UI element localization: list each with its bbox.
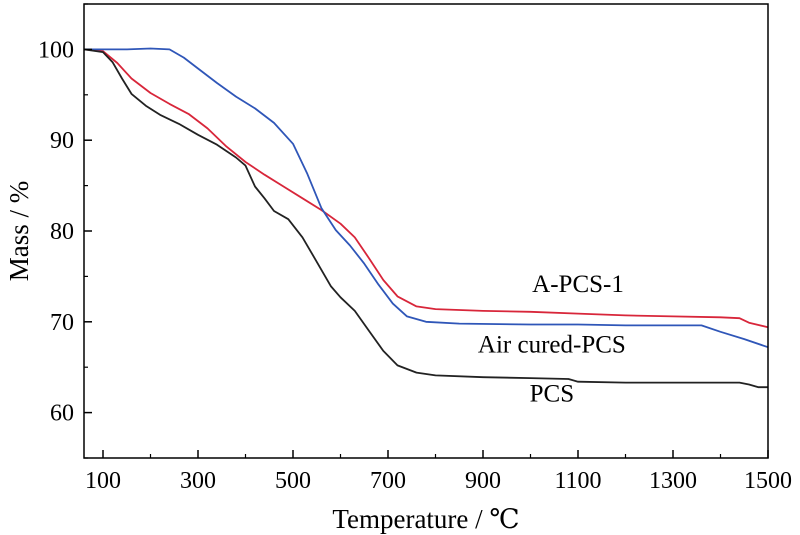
x-tick-label: 500 (275, 468, 311, 494)
x-tick-label: 1500 (744, 468, 792, 494)
series-line-a-pcs-1 (83, 48, 769, 329)
series-line-air-cured-pcs (84, 47, 769, 349)
y-tick-label: 70 (50, 310, 74, 336)
x-tick-label: 300 (180, 468, 216, 494)
series-label-a-pcs-1: A-PCS-1 (532, 271, 624, 298)
y-axis-title: Mass / % (4, 181, 34, 282)
y-tick-label: 60 (50, 401, 74, 427)
y-tick-label: 80 (50, 219, 74, 245)
series-label-air-cured-pcs: Air cured-PCS (478, 332, 626, 359)
x-tick-label: 1300 (649, 468, 697, 494)
x-tick-label: 1100 (554, 468, 601, 494)
labels-layer: 100 300 500 700 900 1100 1300 1500 60 70 80 90 100 (38, 37, 792, 494)
ticks-layer (84, 3, 769, 459)
x-axis-title: Temperature / ℃ (332, 504, 519, 534)
x-tick-label: 700 (370, 468, 406, 494)
series-layer (83, 47, 769, 389)
annotation-layer: A-PCS-1 Air cured-PCS PCS (478, 271, 626, 408)
x-tick-label: 900 (465, 468, 501, 494)
x-tick-label: 100 (85, 468, 121, 494)
series-label-pcs: PCS (530, 381, 574, 408)
y-tick-label: 100 (38, 37, 74, 63)
y-tick-label: 90 (50, 128, 74, 154)
plot-frame (83, 3, 769, 459)
series-line-pcs (83, 48, 768, 389)
